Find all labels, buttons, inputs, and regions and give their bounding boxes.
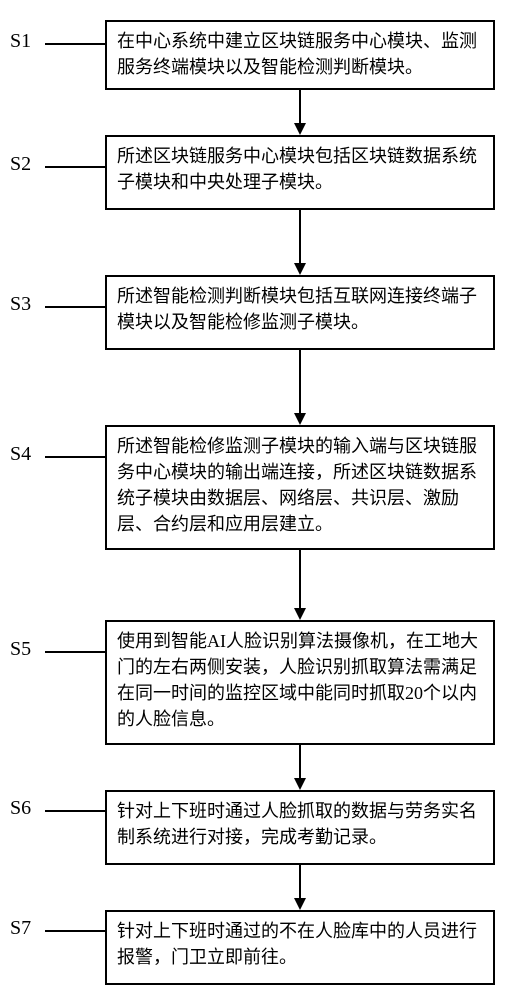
label-connector-line bbox=[45, 930, 105, 932]
arrow-head-icon bbox=[294, 608, 306, 620]
flow-step-label: S7 bbox=[10, 917, 31, 940]
flow-step-box: 在中心系统中建立区块链服务中心模块、监测服务终端模块以及智能检测判断模块。 bbox=[105, 20, 495, 90]
flow-step-text: 所述智能检测判断模块包括互联网连接终端子模块以及智能检修监测子模块。 bbox=[117, 286, 477, 332]
flow-step-label: S3 bbox=[10, 293, 31, 316]
label-connector-line bbox=[45, 166, 105, 168]
arrow-head-icon bbox=[294, 413, 306, 425]
arrow-line bbox=[299, 865, 301, 898]
label-connector-line bbox=[45, 456, 105, 458]
flow-step-label: S6 bbox=[10, 797, 31, 820]
flow-step-box: 针对上下班时通过人脸抓取的数据与劳务实名制系统进行对接，完成考勤记录。 bbox=[105, 790, 495, 865]
arrow-line bbox=[299, 210, 301, 263]
flow-step-label: S1 bbox=[10, 30, 31, 53]
flow-step-box: 针对上下班时通过的不在人脸库中的人员进行报警，门卫立即前往。 bbox=[105, 910, 495, 985]
flow-step-box: 所述智能检测判断模块包括互联网连接终端子模块以及智能检修监测子模块。 bbox=[105, 275, 495, 350]
flow-step-box: 使用到智能AI人脸识别算法摄像机，在工地大门的左右两侧安装，人脸识别抓取算法需满… bbox=[105, 620, 495, 745]
flow-step-text: 所述智能检修监测子模块的输入端与区块链服务中心模块的输出端连接，所述区块链数据系… bbox=[117, 436, 477, 534]
flow-step-label: S4 bbox=[10, 443, 31, 466]
arrow-head-icon bbox=[294, 263, 306, 275]
arrow-line bbox=[299, 350, 301, 413]
flow-step-text: 针对上下班时通过人脸抓取的数据与劳务实名制系统进行对接，完成考勤记录。 bbox=[117, 801, 477, 847]
arrow-line bbox=[299, 90, 301, 123]
label-connector-line bbox=[45, 306, 105, 308]
flow-step-box: 所述区块链服务中心模块包括区块链数据系统子模块和中央处理子模块。 bbox=[105, 135, 495, 210]
flowchart-canvas: 在中心系统中建立区块链服务中心模块、监测服务终端模块以及智能检测判断模块。 S1 所… bbox=[0, 0, 531, 1000]
arrow-line bbox=[299, 745, 301, 778]
label-connector-line bbox=[45, 810, 105, 812]
flow-step-text: 使用到智能AI人脸识别算法摄像机，在工地大门的左右两侧安装，人脸识别抓取算法需满… bbox=[117, 631, 478, 729]
arrow-head-icon bbox=[294, 898, 306, 910]
flow-step-text: 在中心系统中建立区块链服务中心模块、监测服务终端模块以及智能检测判断模块。 bbox=[117, 31, 477, 77]
label-connector-line bbox=[45, 651, 105, 653]
flow-step-label: S2 bbox=[10, 153, 31, 176]
flow-step-label: S5 bbox=[10, 638, 31, 661]
flow-step-text: 所述区块链服务中心模块包括区块链数据系统子模块和中央处理子模块。 bbox=[117, 146, 477, 192]
flow-step-text: 针对上下班时通过的不在人脸库中的人员进行报警，门卫立即前往。 bbox=[117, 921, 477, 967]
arrow-line bbox=[299, 550, 301, 608]
label-connector-line bbox=[45, 43, 105, 45]
flow-step-box: 所述智能检修监测子模块的输入端与区块链服务中心模块的输出端连接，所述区块链数据系… bbox=[105, 425, 495, 550]
arrow-head-icon bbox=[294, 778, 306, 790]
arrow-head-icon bbox=[294, 123, 306, 135]
